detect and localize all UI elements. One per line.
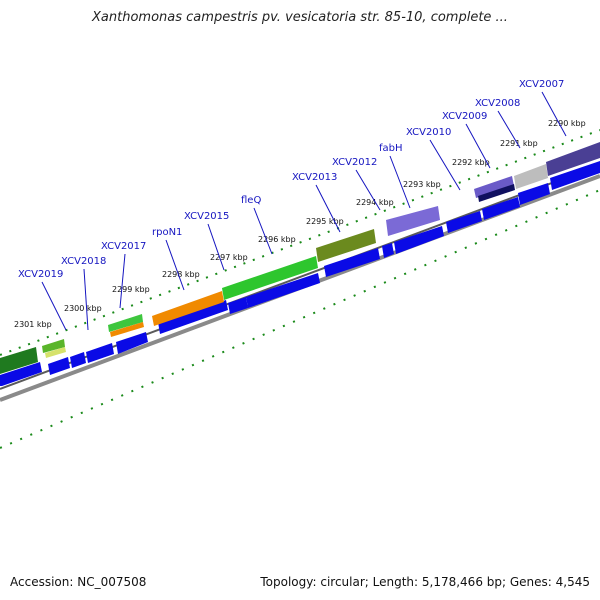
leader-line [41, 281, 67, 331]
leader-line [119, 253, 126, 309]
gene-block [546, 142, 600, 176]
gene-block [0, 347, 38, 374]
leader-line [429, 139, 461, 191]
ruler-label: 2294 kbp [356, 198, 394, 207]
cds-arrow [446, 211, 482, 233]
cds-arrow [382, 243, 394, 258]
cds-arrow [228, 297, 248, 314]
gene-block [386, 206, 440, 236]
leader-line [165, 239, 185, 291]
gene-label: XCV2019 [18, 269, 63, 280]
cds-arrow [70, 352, 86, 368]
inner-ruler [0, 189, 600, 449]
cds-arrow [482, 197, 520, 220]
gene-label: XCV2017 [101, 241, 146, 252]
cds-arrow [246, 273, 320, 308]
gene-label: XCV2007 [519, 79, 564, 90]
cds-arrow [86, 343, 114, 363]
gene-block [222, 256, 318, 300]
leader-line [389, 155, 411, 209]
gene-block [42, 339, 65, 353]
gene-label: XCV2013 [292, 172, 337, 183]
outer-ruler [0, 129, 600, 356]
ruler-label: 2291 kbp [500, 139, 538, 148]
cds-arrow [0, 362, 42, 386]
cds-forward-track [0, 161, 600, 386]
ruler-label: 2296 kbp [258, 235, 296, 244]
leader-line [465, 123, 491, 169]
ruler-label: 2301 kbp [14, 320, 52, 329]
ruler-label: 2298 kbp [162, 270, 200, 279]
leader-line [497, 110, 521, 149]
summary-text: Topology: circular; Length: 5,178,466 bp… [260, 575, 590, 589]
gene-block [152, 291, 224, 326]
accession-text: Accession: NC_007508 [10, 575, 147, 589]
map-title: Xanthomonas campestris pv. vesicatoria s… [92, 10, 508, 25]
gene-label: XCV2008 [475, 98, 520, 109]
cds-arrow [158, 300, 228, 334]
ruler-label: 2290 kbp [548, 119, 586, 128]
gene-block [514, 164, 548, 189]
cds-arrow [48, 357, 70, 375]
gene-block [108, 314, 143, 332]
gene-block-track [0, 142, 600, 374]
leader-line [541, 91, 567, 137]
cds-arrow [394, 226, 444, 254]
gene-block [316, 229, 376, 262]
gene-block [478, 184, 515, 202]
gene-label: fabH [379, 143, 403, 154]
leader-line [83, 268, 89, 331]
gene-label: XCV2009 [442, 111, 487, 122]
gene-label: rpoN1 [152, 227, 182, 238]
cds-arrow [550, 161, 600, 190]
ruler-label: 2292 kbp [452, 158, 490, 167]
gene-label: XCV2012 [332, 157, 377, 168]
gene-label: XCV2018 [61, 256, 106, 267]
cds-arrow [324, 248, 380, 277]
cds-arrow [116, 332, 148, 354]
leader-line [355, 169, 381, 211]
gene-block [110, 322, 144, 337]
ruler-label: 2297 kbp [210, 253, 248, 262]
ruler-label: 2295 kbp [306, 217, 344, 226]
cds-arrow [518, 183, 550, 205]
gene-label: fleQ [241, 195, 261, 206]
gene-block [474, 176, 514, 198]
gene-block [45, 347, 66, 358]
ruler-labels: 2301 kbp 2300 kbp 2299 kbp 2298 kbp 2297 kbp… [14, 119, 586, 329]
gene-label: XCV2015 [184, 211, 229, 222]
leader-line [207, 223, 225, 271]
leader-line [253, 207, 273, 255]
ruler-label: 2299 kbp [112, 285, 150, 294]
gene-label: XCV2010 [406, 127, 451, 138]
ruler-label: 2300 kbp [64, 304, 102, 313]
leader-line [315, 184, 341, 233]
ruler-label: 2293 kbp [403, 180, 441, 189]
